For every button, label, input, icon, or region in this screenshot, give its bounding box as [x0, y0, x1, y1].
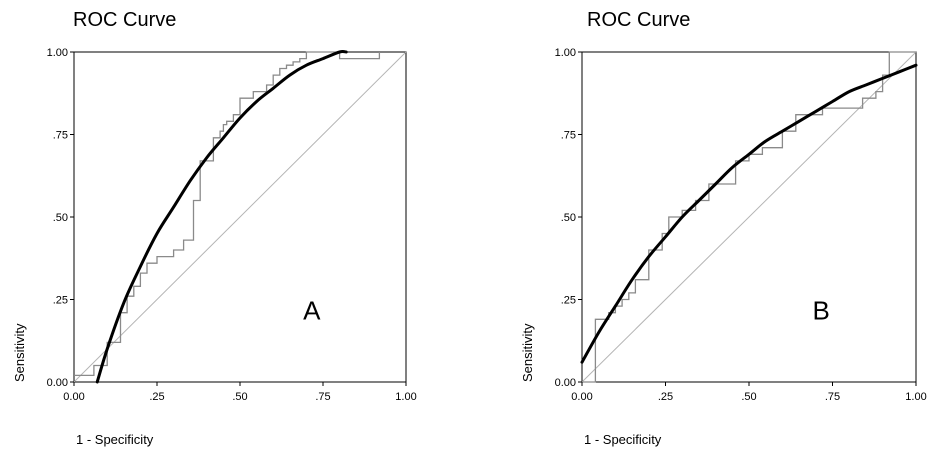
x-tick-label: .50	[232, 391, 247, 403]
fitted-roc-curve	[580, 63, 918, 364]
x-tick-label: 0.00	[63, 391, 84, 403]
roc-panel-a: ROC Curve 0.00 .25 .50 .75 1.00 0.00 .25 .50 .75 1…	[12, 9, 417, 447]
roc-panel-b: ROC Curve 0.00 .25 .50 .75 1.00 0.00 .25 .50 .75 1…	[520, 9, 927, 447]
panel-letter: A	[303, 295, 321, 325]
empirical-roc-line	[74, 51, 381, 377]
empirical-roc-line	[582, 51, 916, 383]
y-axis-label: Sensitivity	[520, 323, 535, 382]
x-tick-label: .25	[149, 391, 164, 403]
x-tick-label: .75	[825, 391, 840, 403]
y-tick-label: .50	[561, 212, 576, 224]
y-tick-label: 0.00	[555, 377, 576, 389]
reference-diagonal-line	[581, 51, 917, 383]
panel-letter: B	[812, 295, 829, 325]
x-tick-label: .50	[741, 391, 756, 403]
chart-title: ROC Curve	[587, 9, 690, 31]
y-tick-label: .75	[561, 130, 576, 142]
x-tick-label: 1.00	[395, 391, 416, 403]
x-tick-label: .25	[658, 391, 673, 403]
y-tick-label: .75	[53, 130, 68, 142]
y-tick-label: .25	[561, 295, 576, 307]
x-tick-label: .75	[315, 391, 330, 403]
x-axis-label: 1 - Specificity	[584, 432, 662, 447]
y-tick-label: 0.00	[47, 377, 68, 389]
y-tick-label: .25	[53, 295, 68, 307]
x-tick-label: 1.00	[905, 391, 926, 403]
chart-title: ROC Curve	[73, 9, 176, 31]
y-tick-label: 1.00	[555, 47, 576, 59]
y-tick-label: 1.00	[47, 47, 68, 59]
x-tick-label: 0.00	[571, 391, 592, 403]
y-axis-label: Sensitivity	[12, 323, 27, 382]
fitted-roc-curve	[95, 50, 348, 384]
x-axis-label: 1 - Specificity	[76, 432, 154, 447]
reference-diagonal-line	[73, 51, 407, 383]
y-tick-label: .50	[53, 212, 68, 224]
